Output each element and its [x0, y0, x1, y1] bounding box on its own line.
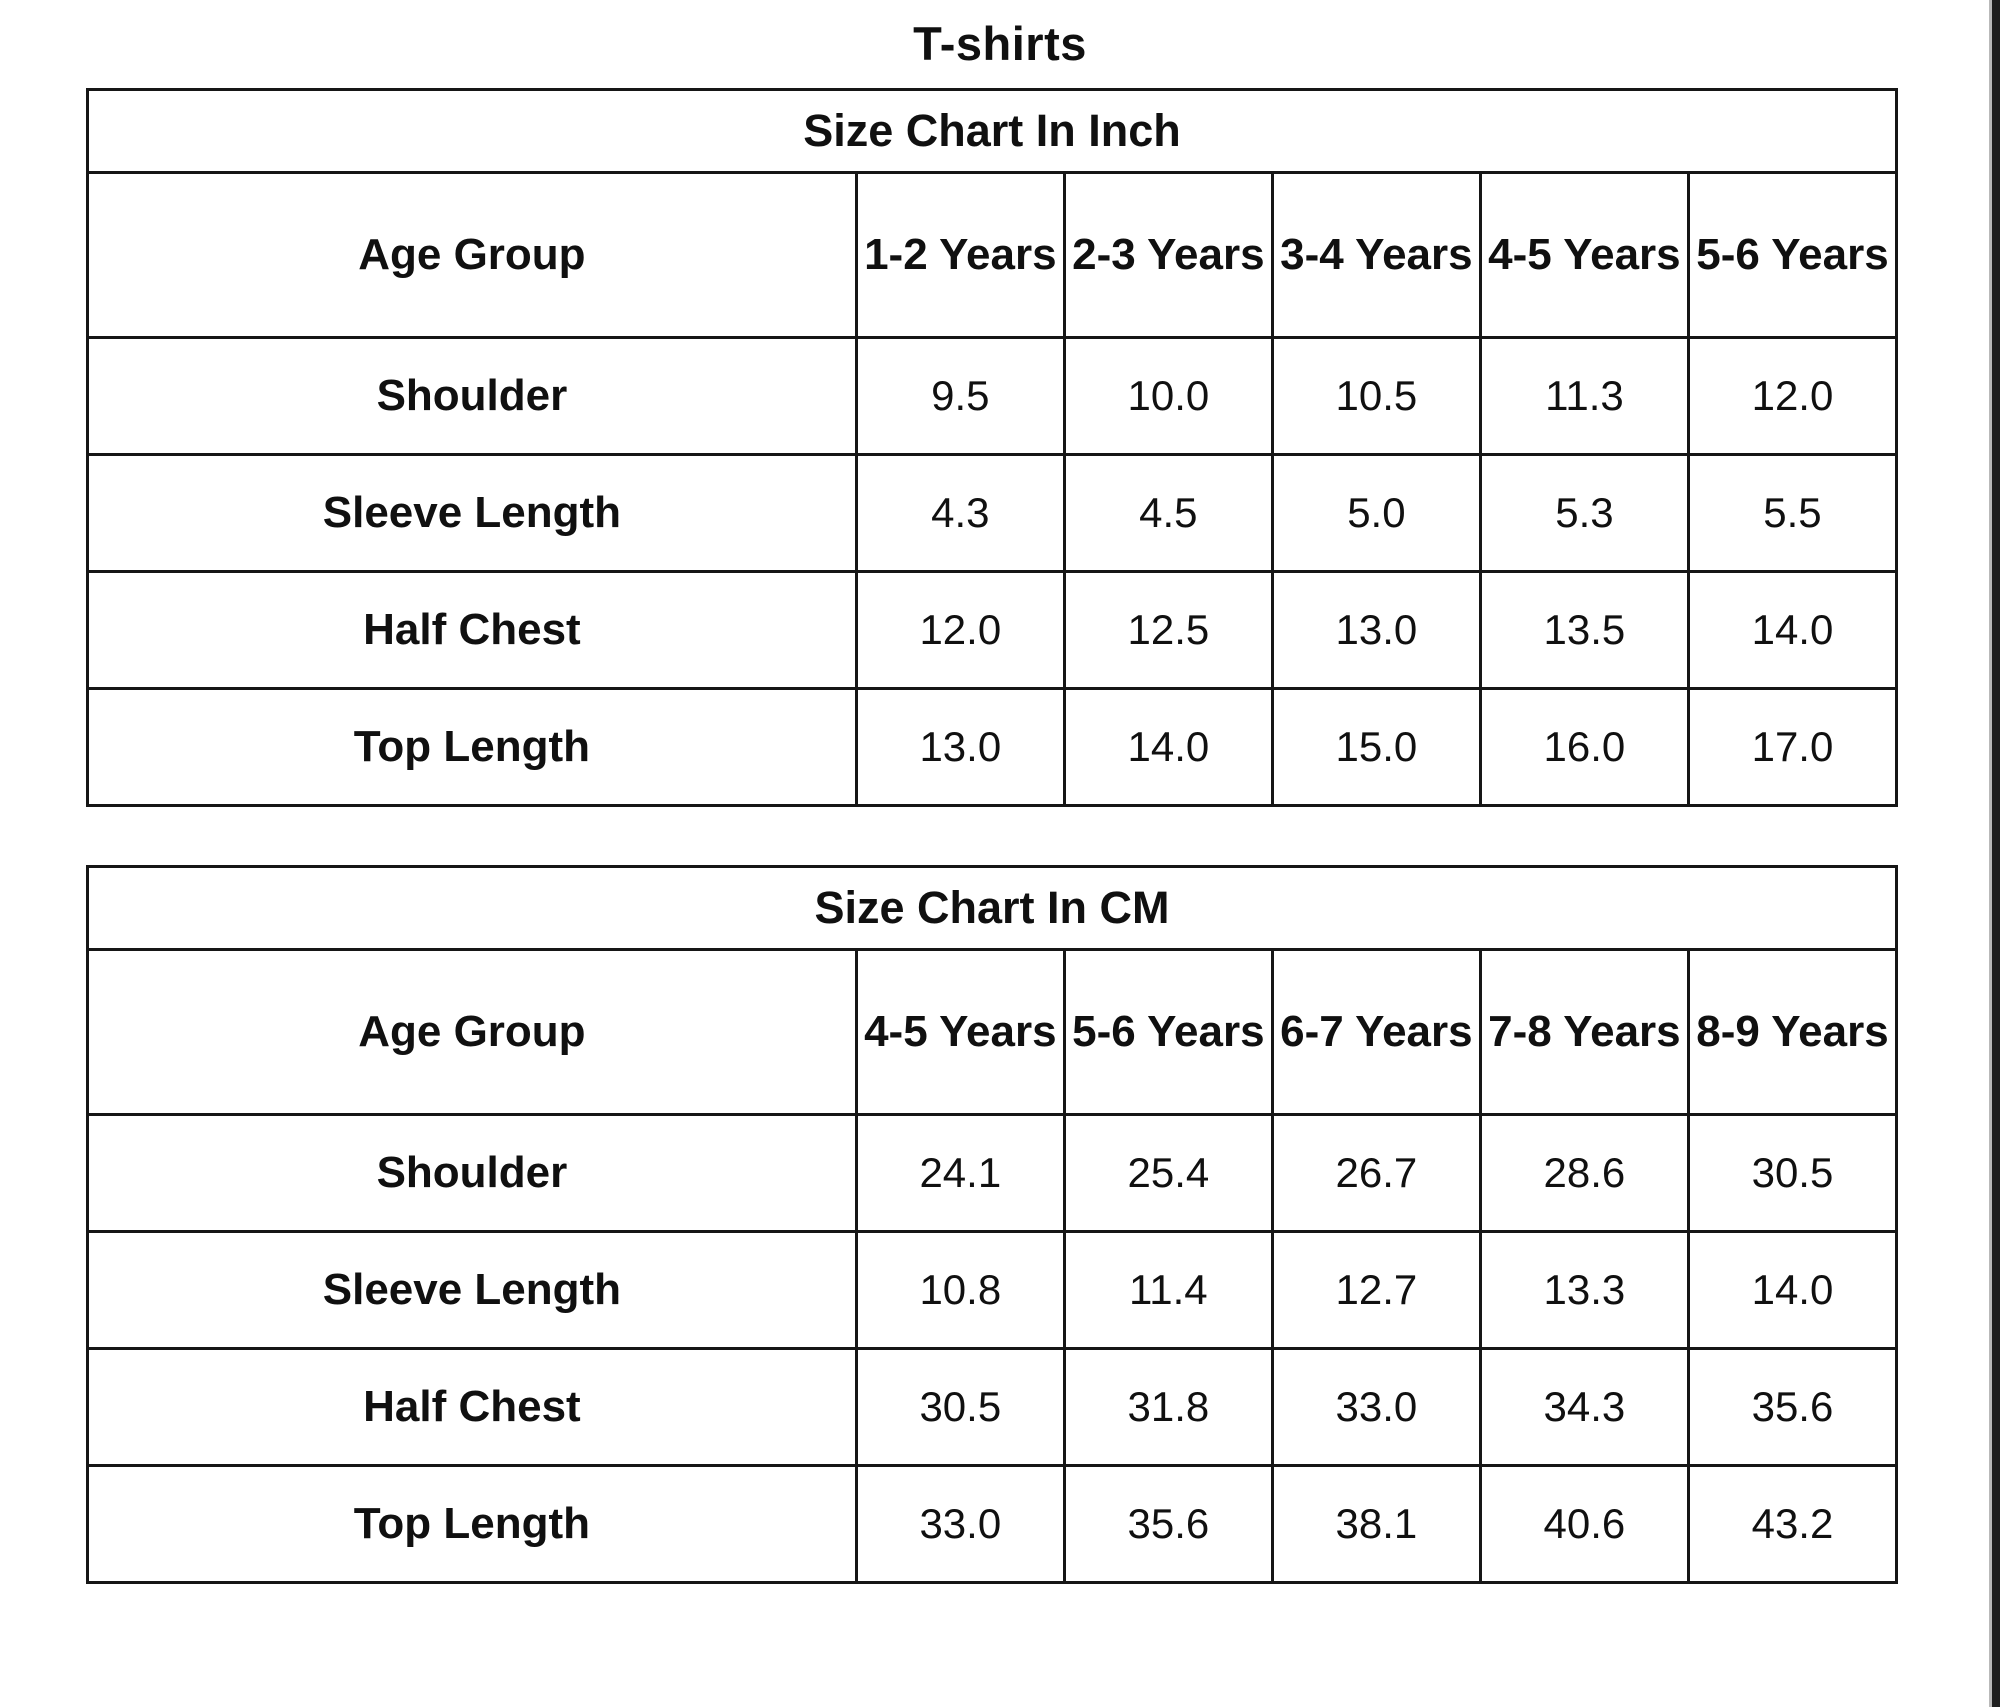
table-row: Shoulder 24.1 25.4 26.7 28.6 30.5 — [86, 1113, 1899, 1233]
table-cell: 33.0 — [1270, 1347, 1482, 1467]
row-label: Sleeve Length — [86, 1230, 858, 1350]
table-cell: 14.0 — [1686, 570, 1899, 690]
table-cell: 30.5 — [1686, 1113, 1899, 1233]
table-cell: 25.4 — [1062, 1113, 1274, 1233]
table-title-row: Size Chart In Inch — [86, 88, 1898, 174]
row-label: Half Chest — [86, 570, 858, 690]
table-cell: 34.3 — [1478, 1347, 1690, 1467]
table-cell: 24.1 — [854, 1113, 1066, 1233]
right-edge-strip — [1992, 0, 2000, 1707]
row-label: Top Length — [86, 687, 858, 807]
table-cell: 4.3 — [854, 453, 1066, 573]
table-cell: 40.6 — [1478, 1464, 1690, 1584]
table-cell: 13.0 — [854, 687, 1066, 807]
column-header: 2-3 Years — [1062, 171, 1274, 339]
table-cell: 5.3 — [1478, 453, 1690, 573]
table-cell: 33.0 — [854, 1464, 1066, 1584]
table-cell: 5.0 — [1270, 453, 1482, 573]
table-cell: 16.0 — [1478, 687, 1690, 807]
row-label: Half Chest — [86, 1347, 858, 1467]
table-cell: 10.5 — [1270, 336, 1482, 456]
table-cell: 28.6 — [1478, 1113, 1690, 1233]
table-cell: 13.0 — [1270, 570, 1482, 690]
row-label: Shoulder — [86, 1113, 858, 1233]
table-cell: 10.8 — [854, 1230, 1066, 1350]
table-cell: 10.0 — [1062, 336, 1274, 456]
column-header: 7-8 Years — [1478, 948, 1690, 1116]
table-row: Half Chest 30.5 31.8 33.0 34.3 35.6 — [86, 1347, 1899, 1467]
row-label: Top Length — [86, 1464, 858, 1584]
table-row: Top Length 13.0 14.0 15.0 16.0 17.0 — [86, 687, 1899, 807]
table-cell: 14.0 — [1062, 687, 1274, 807]
column-header: 3-4 Years — [1270, 171, 1482, 339]
table-cell: 38.1 — [1270, 1464, 1482, 1584]
table-cell: 30.5 — [854, 1347, 1066, 1467]
table-cell: 11.4 — [1062, 1230, 1274, 1350]
table-cell: 12.7 — [1270, 1230, 1482, 1350]
table-title-inch: Size Chart In Inch — [86, 88, 1898, 174]
table-cell: 13.3 — [1478, 1230, 1690, 1350]
column-header: 4-5 Years — [1478, 171, 1690, 339]
column-header: 1-2 Years — [854, 171, 1066, 339]
table-cell: 17.0 — [1686, 687, 1899, 807]
table-title-row: Size Chart In CM — [86, 865, 1898, 951]
size-table-inch: Size Chart In Inch Age Group 1-2 Years 2… — [86, 88, 1899, 807]
size-table-cm: Size Chart In CM Age Group 4-5 Years 5-6… — [86, 865, 1899, 1584]
right-edge-light-line — [1989, 0, 1992, 1707]
table-cell: 5.5 — [1686, 453, 1899, 573]
column-header: 4-5 Years — [854, 948, 1066, 1116]
table-cell: 31.8 — [1062, 1347, 1274, 1467]
table-cell: 43.2 — [1686, 1464, 1899, 1584]
table-row: Top Length 33.0 35.6 38.1 40.6 43.2 — [86, 1464, 1899, 1584]
table-cell: 14.0 — [1686, 1230, 1899, 1350]
row-header-age-group: Age Group — [86, 171, 858, 339]
table-cell: 35.6 — [1062, 1464, 1274, 1584]
table-row: Shoulder 9.5 10.0 10.5 11.3 12.0 — [86, 336, 1899, 456]
column-header-row: Age Group 1-2 Years 2-3 Years 3-4 Years … — [86, 171, 1899, 339]
row-label: Shoulder — [86, 336, 858, 456]
column-header: 8-9 Years — [1686, 948, 1899, 1116]
table-row: Half Chest 12.0 12.5 13.0 13.5 14.0 — [86, 570, 1899, 690]
table-cell: 35.6 — [1686, 1347, 1899, 1467]
table-title-cm: Size Chart In CM — [86, 865, 1898, 951]
table-cell: 12.0 — [854, 570, 1066, 690]
column-header: 5-6 Years — [1686, 171, 1899, 339]
table-cell: 9.5 — [854, 336, 1066, 456]
column-header-row: Age Group 4-5 Years 5-6 Years 6-7 Years … — [86, 948, 1899, 1116]
row-header-age-group: Age Group — [86, 948, 858, 1116]
table-cell: 11.3 — [1478, 336, 1690, 456]
column-header: 5-6 Years — [1062, 948, 1274, 1116]
table-row: Sleeve Length 4.3 4.5 5.0 5.3 5.5 — [86, 453, 1899, 573]
table-cell: 13.5 — [1478, 570, 1690, 690]
table-cell: 12.0 — [1686, 336, 1899, 456]
column-header: 6-7 Years — [1270, 948, 1482, 1116]
table-cell: 4.5 — [1062, 453, 1274, 573]
row-label: Sleeve Length — [86, 453, 858, 573]
table-cell: 26.7 — [1270, 1113, 1482, 1233]
table-row: Sleeve Length 10.8 11.4 12.7 13.3 14.0 — [86, 1230, 1899, 1350]
page-title: T-shirts — [913, 17, 1087, 70]
table-cell: 15.0 — [1270, 687, 1482, 807]
table-cell: 12.5 — [1062, 570, 1274, 690]
